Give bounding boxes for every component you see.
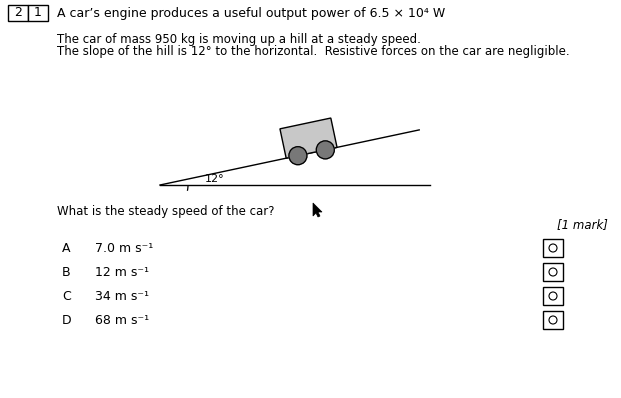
Text: 2: 2 bbox=[14, 6, 22, 20]
Circle shape bbox=[549, 244, 557, 252]
Circle shape bbox=[549, 292, 557, 300]
Text: The car of mass 950 kg is moving up a hill at a steady speed.: The car of mass 950 kg is moving up a hi… bbox=[57, 33, 421, 46]
Text: 34 m s⁻¹: 34 m s⁻¹ bbox=[95, 289, 149, 302]
FancyBboxPatch shape bbox=[543, 263, 563, 281]
Polygon shape bbox=[313, 203, 322, 217]
Text: 68 m s⁻¹: 68 m s⁻¹ bbox=[95, 314, 149, 326]
Text: 12°: 12° bbox=[205, 174, 225, 184]
Text: 1: 1 bbox=[34, 6, 42, 20]
Circle shape bbox=[316, 141, 334, 159]
Circle shape bbox=[289, 147, 307, 165]
Circle shape bbox=[549, 316, 557, 324]
FancyBboxPatch shape bbox=[543, 287, 563, 305]
Text: 12 m s⁻¹: 12 m s⁻¹ bbox=[95, 265, 149, 279]
Text: 7.0 m s⁻¹: 7.0 m s⁻¹ bbox=[95, 242, 153, 254]
Text: D: D bbox=[62, 314, 71, 326]
FancyBboxPatch shape bbox=[8, 5, 28, 21]
Text: The slope of the hill is 12° to the horizontal.  Resistive forces on the car are: The slope of the hill is 12° to the hori… bbox=[57, 45, 569, 58]
Text: [1 mark]: [1 mark] bbox=[557, 218, 608, 231]
Text: A: A bbox=[62, 242, 71, 254]
FancyBboxPatch shape bbox=[28, 5, 48, 21]
Text: C: C bbox=[62, 289, 71, 302]
FancyBboxPatch shape bbox=[543, 239, 563, 257]
Circle shape bbox=[549, 268, 557, 276]
Text: A car’s engine produces a useful output power of 6.5 × 10⁴ W: A car’s engine produces a useful output … bbox=[57, 6, 445, 20]
Polygon shape bbox=[280, 118, 337, 158]
FancyBboxPatch shape bbox=[543, 311, 563, 329]
Text: B: B bbox=[62, 265, 71, 279]
Text: What is the steady speed of the car?: What is the steady speed of the car? bbox=[57, 205, 274, 218]
